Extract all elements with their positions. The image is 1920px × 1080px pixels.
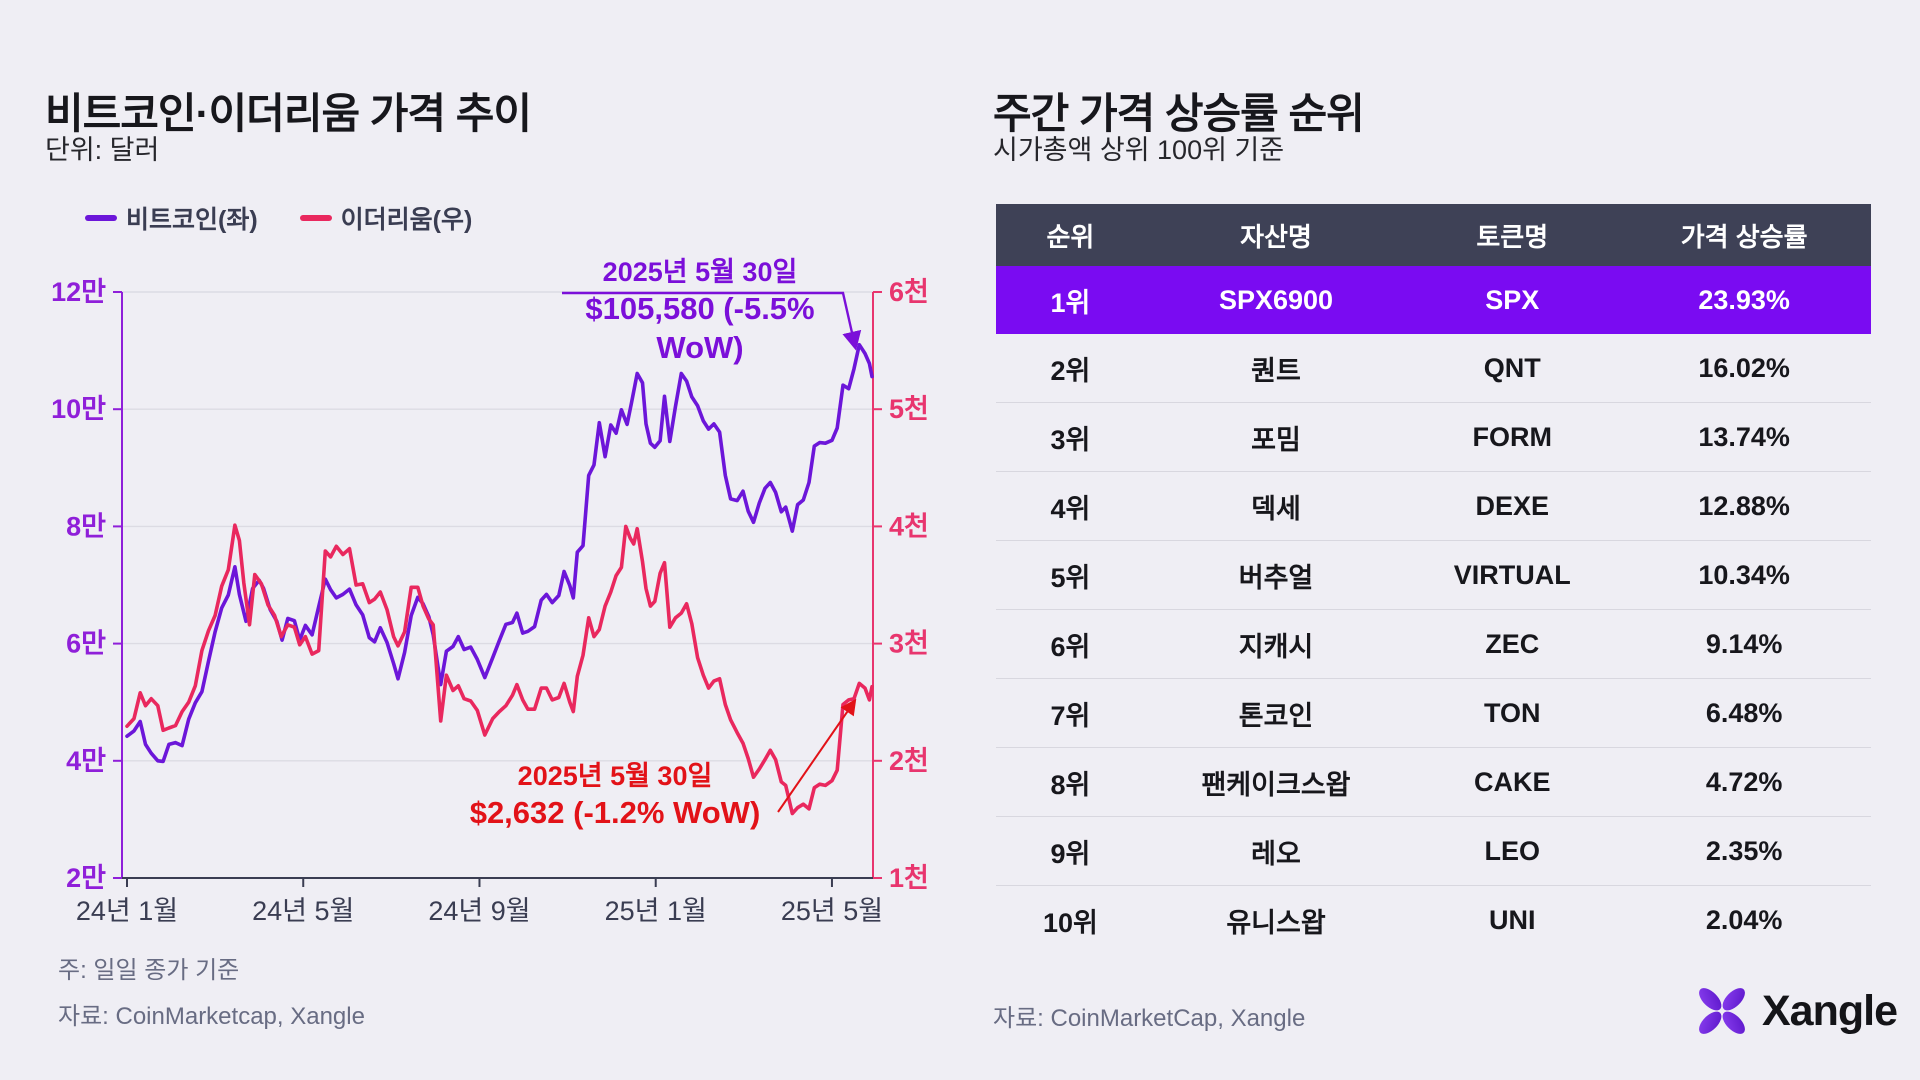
token-cell: QNT [1483, 352, 1541, 383]
price-line-chart: 2만 1천 4만 2천 6만 3천 8만 4천 10만 5천 12만 6천 24년 1월 24년 5월 24… [51, 277, 929, 926]
rank-cell: 7위 [1050, 700, 1091, 731]
rank-cell: 8위 [1050, 769, 1091, 800]
svg-text:25년 1월: 25년 1월 [605, 896, 707, 926]
table-row: 9위 레오 LEO 2.35% [996, 816, 1871, 885]
asset-cell: 퀀트 [1251, 355, 1301, 386]
token-cell: CAKE [1473, 766, 1551, 797]
rank-cell: 4위 [1050, 493, 1091, 524]
column-header: 토큰명 [1476, 221, 1549, 252]
btc-annotation-value: $105,580 (-5.5% WoW) [585, 290, 815, 365]
eth-annotation: 2025년 5월 30일 $2,632 (-1.2% WoW) [455, 760, 775, 833]
svg-text:10만: 10만 [51, 394, 106, 424]
token-cell: DEXE [1475, 490, 1550, 521]
table-row: 2위 퀀트 QNT 16.02% [996, 334, 1871, 402]
table-source: 자료: CoinMarketCap, Xangle [993, 1005, 1306, 1032]
asset-cell: 톤코인 [1238, 700, 1314, 731]
column-header: 가격 상승률 [1680, 221, 1808, 252]
change-cell: 12.88% [1698, 490, 1790, 521]
ranking-table: 순위 자산명 토큰명 가격 상승률 1위 SPX6900 SPX 23.93% 2위 퀀트 QNT 1… [996, 204, 1871, 954]
column-header: 자산명 [1240, 221, 1312, 252]
eth-annotation-date: 2025년 5월 30일 [517, 761, 713, 791]
rank-cell: 9위 [1050, 838, 1091, 869]
token-cell: UNI [1489, 904, 1536, 935]
svg-text:8만: 8만 [66, 511, 106, 541]
table-row: 5위 버추얼 VIRTUAL 10.34% [996, 540, 1871, 609]
legend-swatch [85, 215, 117, 221]
left-chart-unit: 단위: 달러 [45, 135, 160, 165]
svg-text:1천: 1천 [889, 863, 929, 893]
legend-label: 비트코인(좌) [126, 206, 258, 234]
svg-text:3천: 3천 [889, 629, 929, 659]
asset-cell: 덱세 [1251, 493, 1301, 524]
svg-text:24년 1월: 24년 1월 [76, 896, 178, 926]
svg-text:4천: 4천 [889, 511, 929, 541]
chart-footnote: 주: 일일 종가 기준 [58, 957, 240, 984]
asset-cell: 지캐시 [1238, 631, 1314, 662]
table-row: 6위 지캐시 ZEC 9.14% [996, 609, 1871, 678]
change-cell: 9.14% [1705, 628, 1783, 659]
chart-legend: 비트코인(좌) 이더리움(우) [85, 200, 472, 236]
legend-item-btc: 비트코인(좌) [85, 200, 258, 236]
btc-annotation: 2025년 5월 30일 $105,580 (-5.5% WoW) [540, 256, 860, 367]
change-cell: 6.48% [1705, 697, 1783, 728]
column-header: 순위 [1046, 221, 1095, 252]
rank-cell: 3위 [1050, 424, 1091, 455]
rank-cell: 10위 [1042, 907, 1098, 938]
chart-source: 자료: CoinMarketcap, Xangle [58, 1003, 365, 1030]
token-cell: SPX [1485, 284, 1540, 315]
svg-text:24년 5월: 24년 5월 [252, 896, 354, 926]
change-cell: 16.02% [1698, 352, 1790, 383]
rank-cell: 1위 [1050, 287, 1091, 318]
asset-cell: 버추얼 [1238, 562, 1314, 593]
ranking-subtitle: 시가총액 상위 100위 기준 [993, 135, 1285, 165]
legend-item-eth: 이더리움(우) [299, 200, 473, 236]
rank-cell: 5위 [1050, 562, 1091, 593]
token-cell: VIRTUAL [1453, 559, 1571, 590]
asset-cell: 팬케이크스왑 [1201, 769, 1351, 800]
change-cell: 4.72% [1705, 766, 1783, 797]
asset-cell: SPX6900 [1218, 284, 1334, 315]
table-row: 10위 유니스왑 UNI 2.04% [996, 885, 1871, 954]
table-row: 4위 덱세 DEXE 12.88% [996, 471, 1871, 540]
btc-annotation-date: 2025년 5월 30일 [602, 257, 798, 287]
left-chart-title: 비트코인·이더리움 가격 추이 [45, 90, 532, 138]
svg-text:12만: 12만 [51, 277, 106, 307]
table-header-row: 순위 자산명 토큰명 가격 상승률 [996, 204, 1871, 266]
table-row: 1위 SPX6900 SPX 23.93% [996, 266, 1871, 334]
token-cell: ZEC [1485, 628, 1540, 659]
svg-text:2천: 2천 [889, 746, 929, 776]
legend-label: 이더리움(우) [340, 206, 473, 234]
token-cell: LEO [1484, 835, 1540, 866]
svg-text:24년 9월: 24년 9월 [428, 896, 530, 926]
token-cell: FORM [1472, 421, 1552, 452]
eth-annotation-value: $2,632 (-1.2% WoW) [469, 794, 761, 830]
svg-text:6천: 6천 [889, 277, 929, 307]
xangle-logo: Xangle [1694, 983, 1898, 1039]
token-cell: TON [1483, 697, 1541, 728]
btc-line [125, 342, 874, 764]
table-row: 7위 톤코인 TON 6.48% [996, 678, 1871, 747]
asset-cell: 레오 [1251, 838, 1301, 869]
svg-text:6만: 6만 [66, 629, 106, 659]
change-cell: 2.04% [1705, 904, 1783, 935]
legend-swatch [299, 215, 332, 221]
eth-line [125, 523, 874, 816]
svg-text:25년 5월: 25년 5월 [781, 896, 883, 926]
change-cell: 10.34% [1698, 559, 1790, 590]
table-row: 3위 포밈 FORM 13.74% [996, 402, 1871, 471]
svg-text:5천: 5천 [889, 394, 929, 424]
table-row: 8위 팬케이크스왑 CAKE 4.72% [996, 747, 1871, 816]
xangle-logo-text: Xangle [1762, 986, 1898, 1035]
change-cell: 13.74% [1698, 421, 1790, 452]
ranking-title: 주간 가격 상승률 순위 [993, 90, 1365, 138]
xangle-x-icon [1699, 988, 1745, 1034]
asset-cell: 포밈 [1251, 424, 1301, 455]
svg-text:2만: 2만 [66, 863, 106, 893]
change-cell: 2.35% [1705, 835, 1783, 866]
svg-text:4만: 4만 [66, 746, 106, 776]
rank-cell: 2위 [1050, 355, 1091, 386]
rank-cell: 6위 [1050, 631, 1091, 662]
change-cell: 23.93% [1698, 284, 1790, 315]
asset-cell: 유니스왑 [1226, 907, 1326, 938]
